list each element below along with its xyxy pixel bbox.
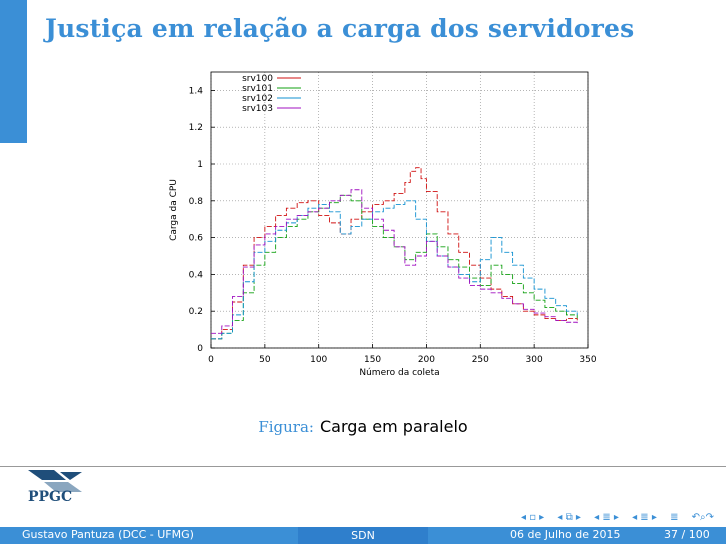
x-tick-label: 150	[364, 355, 381, 365]
y-axis-label: Carga da CPU	[169, 179, 179, 241]
x-tick-label: 100	[310, 355, 327, 365]
y-tick-label: 1	[197, 160, 203, 170]
x-tick-label: 350	[579, 355, 596, 365]
footer-date: 06 de Julho de 2015	[510, 528, 621, 541]
y-tick-label: 1.2	[189, 123, 203, 133]
nav-frame-icon[interactable]: ◂ ▫ ▸	[521, 512, 545, 523]
y-tick-label: 0.2	[189, 307, 203, 317]
y-tick-label: 1.4	[189, 86, 204, 96]
nav-doc-icon[interactable]: ◂ ≣ ▸	[632, 512, 657, 523]
logo-text: PPGC	[28, 489, 72, 504]
legend-label-srv103: srv103	[242, 104, 273, 114]
footer-rule	[0, 466, 726, 467]
figure-caption: Figura: Carga em paralelo	[0, 417, 726, 436]
figure-caption-label: Figura:	[258, 418, 314, 436]
beamer-nav-symbols[interactable]: ◂ ▫ ▸ ◂ ⧉ ▸ ◂ ≣ ▸ ◂ ≣ ▸ ≣ ↶⌕↷	[511, 512, 714, 523]
legend-label-srv100: srv100	[242, 74, 273, 84]
ppgc-logo: PPGC	[26, 468, 88, 508]
x-tick-label: 300	[526, 355, 543, 365]
series-line-srv103	[211, 189, 578, 334]
footer-bar: Gustavo Pantuza (DCC - UFMG) SDN 06 de J…	[0, 527, 726, 544]
nav-subsection-icon[interactable]: ◂ ⧉ ▸	[557, 512, 581, 523]
footer-author: Gustavo Pantuza (DCC - UFMG)	[22, 528, 194, 541]
x-tick-label: 200	[418, 355, 435, 365]
cpu-load-chart: 0 50 100 150 200 250 300 350 0 0.2 0.4 0.6 0.8 1 1.2 1.…	[160, 64, 600, 398]
plot-frame	[210, 71, 589, 349]
chart-svg: 0 50 100 150 200 250 300 350 0 0.2 0.4 0.6 0.8 1 1.2 1.…	[169, 71, 597, 378]
x-axis-label: Número da coleta	[359, 368, 439, 378]
slide-title: Justiça em relação a carga dos servidore…	[45, 14, 635, 43]
series-line-srv100	[211, 167, 578, 340]
series-line-srv101	[211, 194, 578, 340]
footer-short-title: SDN	[298, 527, 428, 544]
legend-label-srv101: srv101	[242, 84, 273, 94]
y-tick-label: 0.6	[189, 234, 204, 244]
x-tick-label: 0	[208, 355, 214, 365]
series-line-srv102	[211, 200, 578, 340]
nav-section-icon[interactable]: ◂ ≣ ▸	[594, 512, 619, 523]
nav-search-icon[interactable]: ↶⌕↷	[691, 512, 714, 523]
legend-label-srv102: srv102	[242, 94, 273, 104]
figure-caption-text: Carga em paralelo	[319, 417, 468, 436]
title-accent-bar	[0, 0, 27, 143]
x-tick-label: 50	[259, 355, 271, 365]
y-tick-label: 0.4	[189, 270, 204, 280]
footer-page: 37 / 100	[664, 528, 710, 541]
y-tick-label: 0.8	[189, 197, 204, 207]
x-tick-label: 250	[472, 355, 489, 365]
nav-appendix-icon[interactable]: ≣	[670, 512, 679, 523]
ppgc-logo-mark: PPGC	[28, 470, 82, 505]
y-tick-label: 0	[197, 344, 203, 354]
